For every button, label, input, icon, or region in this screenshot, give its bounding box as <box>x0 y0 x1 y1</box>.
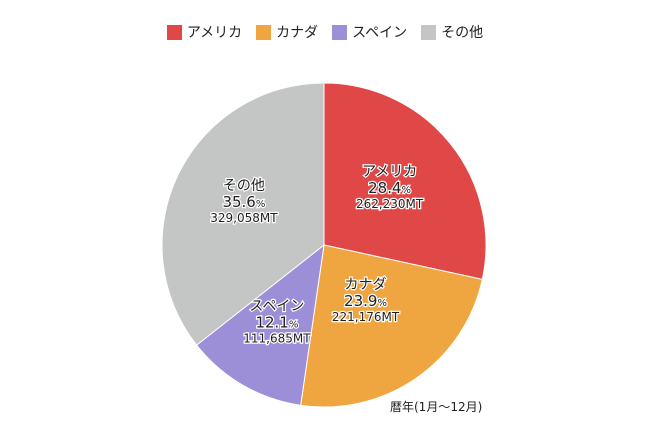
slice-label-name: スペイン <box>249 298 304 314</box>
pie-slice[interactable] <box>195 243 325 406</box>
slice-label-amount: 329,058MT <box>210 211 278 225</box>
slice-label-name: その他 <box>223 178 265 194</box>
legend-swatch <box>256 24 272 40</box>
slice-label-percent: 23.9 <box>344 292 377 310</box>
legend-swatch <box>166 24 182 40</box>
slice-label: アメリカ 28.4% 262,230MT <box>356 164 424 211</box>
slice-label-name: アメリカ <box>362 164 417 180</box>
legend-label: アメリカ <box>186 25 243 41</box>
slice-label-name: カナダ <box>345 277 387 293</box>
slice-label-amount: 111,685MT <box>243 331 311 345</box>
legend-label: その他 <box>441 25 484 41</box>
legend-item[interactable]: その他 <box>421 22 483 42</box>
slice-label-amount: 221,176MT <box>332 310 400 324</box>
legend: アメリカ カナダ スペイン その他 <box>0 22 650 42</box>
legend-item[interactable]: カナダ <box>256 22 318 42</box>
slice-label: スペイン 12.1% 111,685MT <box>243 298 311 345</box>
slice-label: カナダ 23.9% 221,176MT <box>332 277 400 324</box>
slice-label-percent: 35.6 <box>222 193 255 211</box>
legend-swatch <box>332 24 348 40</box>
pie-slice[interactable] <box>300 244 483 408</box>
legend-item[interactable]: スペイン <box>332 22 407 42</box>
pie-slice[interactable] <box>323 82 487 280</box>
legend-label: カナダ <box>276 25 319 41</box>
legend-label: スペイン <box>352 25 408 41</box>
slice-label: その他 35.6% 329,058MT <box>210 178 278 225</box>
slice-label-percent: 28.4 <box>368 179 401 197</box>
legend-item[interactable]: アメリカ <box>166 22 243 42</box>
slice-label-amount: 262,230MT <box>356 197 424 211</box>
pie-slice[interactable] <box>161 82 325 346</box>
footnote: 暦年(1月〜12月) <box>390 400 483 414</box>
slice-label-percent: 12.1 <box>255 313 288 331</box>
legend-swatch <box>421 24 437 40</box>
